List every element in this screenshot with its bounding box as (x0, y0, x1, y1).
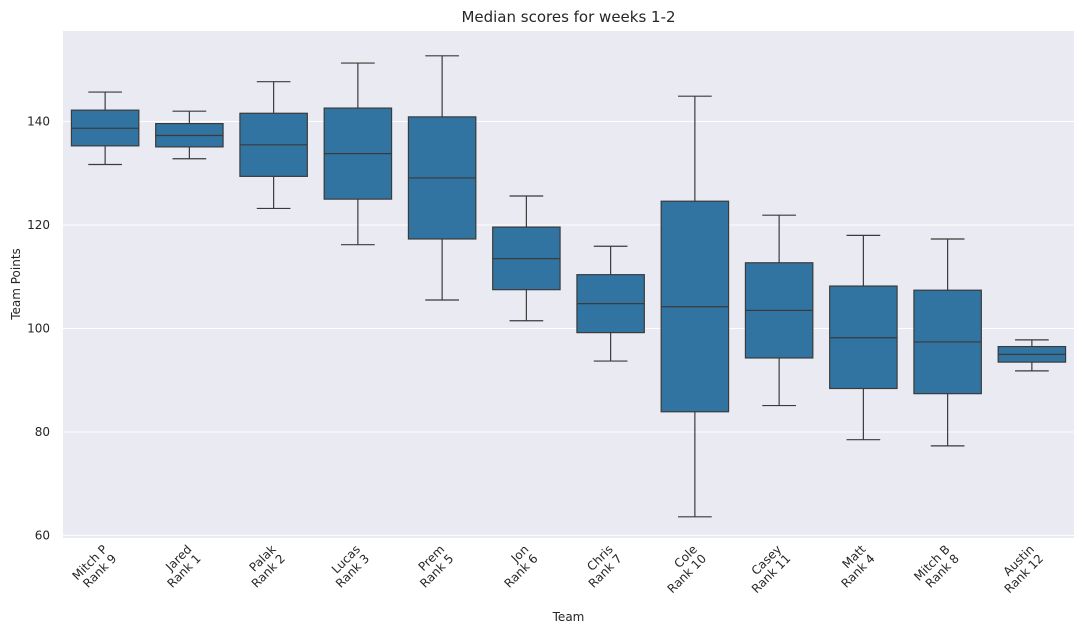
plot-area (63, 31, 1074, 538)
x-tick-label: MattRank 4 (829, 542, 878, 591)
x-tick-label: PremRank 5 (408, 542, 456, 590)
y-tick-labels: 60 80 100 120 140 (27, 115, 50, 543)
x-tick-labels: Mitch PRank 9 JaredRank 1 PalakRank 2 Lucas… (69, 542, 1046, 596)
x-axis-label: Team (552, 610, 585, 624)
x-tick-label: PalakRank 2 (240, 542, 288, 590)
box-8 (744, 214, 814, 407)
x-tick-label: JonRank 6 (492, 542, 540, 590)
boxes (70, 55, 1067, 518)
x-tick-label: JaredRank 1 (155, 542, 203, 590)
x-tick-label: AustinRank 12 (992, 542, 1046, 596)
box-7 (660, 95, 730, 518)
x-tick-label: ColeRank 10 (655, 542, 709, 596)
box-9 (829, 234, 898, 441)
x-tick-label: Mitch PRank 9 (69, 542, 119, 592)
grid-lines (63, 121, 1074, 536)
y-axis-label: Team Points (9, 248, 23, 321)
box-1 (155, 110, 224, 160)
y-tick-label: 140 (27, 115, 50, 129)
x-tick-label: CaseyRank 11 (740, 542, 794, 596)
x-tick-label: Mitch BRank 8 (911, 542, 962, 593)
chart-title: Median scores for weeks 1-2 (461, 8, 675, 26)
box-5 (492, 195, 561, 322)
x-tick-label: ChrisRank 7 (577, 542, 625, 590)
box-11 (997, 339, 1067, 372)
y-tick-label: 100 (27, 321, 50, 335)
box-6 (576, 245, 645, 362)
y-tick-label: 60 (35, 528, 50, 542)
y-tick-label: 120 (27, 218, 50, 232)
box-3 (323, 62, 393, 246)
box-10 (913, 238, 982, 447)
y-tick-label: 80 (35, 425, 50, 439)
box-2 (239, 81, 308, 210)
box-4 (407, 55, 477, 301)
x-tick-label: LucasRank 3 (324, 542, 372, 590)
box-0 (70, 91, 140, 166)
